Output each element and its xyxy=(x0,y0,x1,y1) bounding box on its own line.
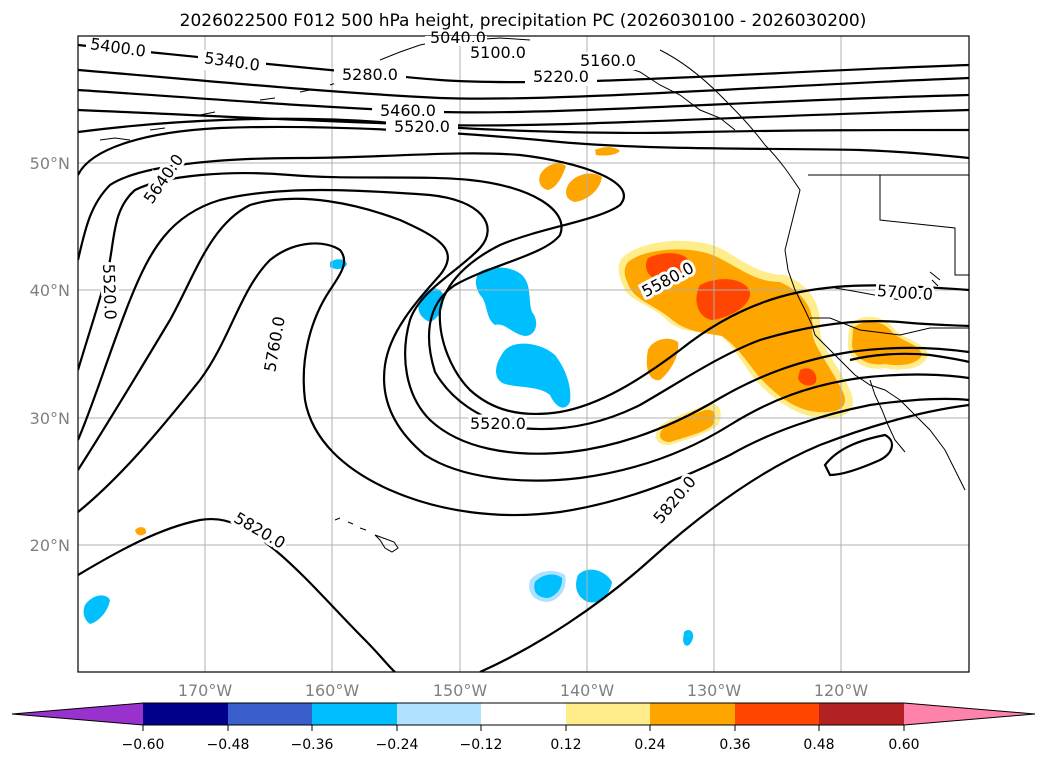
contour-label-5460: 5460.0 xyxy=(380,101,436,120)
latitude-labels: 50°N 40°N 30°N 20°N xyxy=(30,154,70,555)
colorbar-bin-3 xyxy=(312,703,397,725)
colorbar-tick-label: 0.12 xyxy=(550,737,581,753)
lat-label-40n: 40°N xyxy=(30,281,70,300)
lon-label-150w: 150°W xyxy=(433,681,488,700)
colorbar-bin-4 xyxy=(397,703,481,725)
contour-label-5520-west: 5520.0 xyxy=(99,264,120,321)
contour-label-5520-north: 5520.0 xyxy=(394,117,450,136)
graticule xyxy=(78,36,969,672)
colorbar-max-extend xyxy=(904,703,1035,725)
colorbar-bin-6 xyxy=(566,703,650,725)
colorbar-bin-5 xyxy=(481,703,566,725)
colorbar-min-extend xyxy=(12,703,143,725)
contour-label-5280: 5280.0 xyxy=(342,65,398,84)
longitude-labels: 170°W 160°W 150°W 140°W 130°W 120°W xyxy=(178,681,869,700)
lon-label-160w: 160°W xyxy=(305,681,360,700)
colorbar-tick-label: −0.48 xyxy=(207,737,250,753)
lat-label-30n: 30°N xyxy=(30,409,70,428)
colorbar-bin-2 xyxy=(228,703,312,725)
colorbar-tick-label: 0.60 xyxy=(888,737,919,753)
colorbar-tick-label: −0.60 xyxy=(122,737,165,753)
lat-label-20n: 20°N xyxy=(30,536,70,555)
colorbar-bin-9 xyxy=(819,703,904,725)
lat-label-50n: 50°N xyxy=(30,154,70,173)
colorbar-tick-label: −0.24 xyxy=(376,737,419,753)
colorbar-bin-8 xyxy=(735,703,819,725)
map-title: 2026022500 F012 500 hPa height, precipit… xyxy=(180,11,867,31)
colorbar-tick-label: 0.48 xyxy=(803,737,834,753)
colorbar-bin-7 xyxy=(650,703,735,725)
contour-label-5160: 5160.0 xyxy=(580,51,636,70)
lon-label-120w: 120°W xyxy=(814,681,869,700)
lon-label-140w: 140°W xyxy=(560,681,615,700)
map-frame xyxy=(77,35,970,673)
colorbar-tick-label: 0.36 xyxy=(719,737,750,753)
map-area: 5400.0 5340.0 5040.0 5100.0 5160.0 5280.… xyxy=(30,28,970,700)
lon-label-130w: 130°W xyxy=(687,681,742,700)
colorbar: −0.60 −0.48 −0.36 −0.24 −0.12 0.12 0.24 … xyxy=(11,702,1036,753)
colorbar-tick-label: −0.36 xyxy=(291,737,334,753)
colorbar-tick-label: 0.24 xyxy=(634,737,665,753)
colorbar-ticks xyxy=(142,725,905,731)
contour-label-5220: 5220.0 xyxy=(533,67,589,86)
colorbar-tick-label: −0.12 xyxy=(460,737,503,753)
colorbar-tick-labels: −0.60 −0.48 −0.36 −0.24 −0.12 0.12 0.24 … xyxy=(122,737,920,753)
lon-label-170w: 170°W xyxy=(178,681,233,700)
contour-label-5520-trough: 5520.0 xyxy=(470,414,526,433)
contour-label-5100: 5100.0 xyxy=(470,43,526,62)
contour-label-5700: 5700.0 xyxy=(876,281,933,304)
colorbar-bin-1 xyxy=(143,703,228,725)
